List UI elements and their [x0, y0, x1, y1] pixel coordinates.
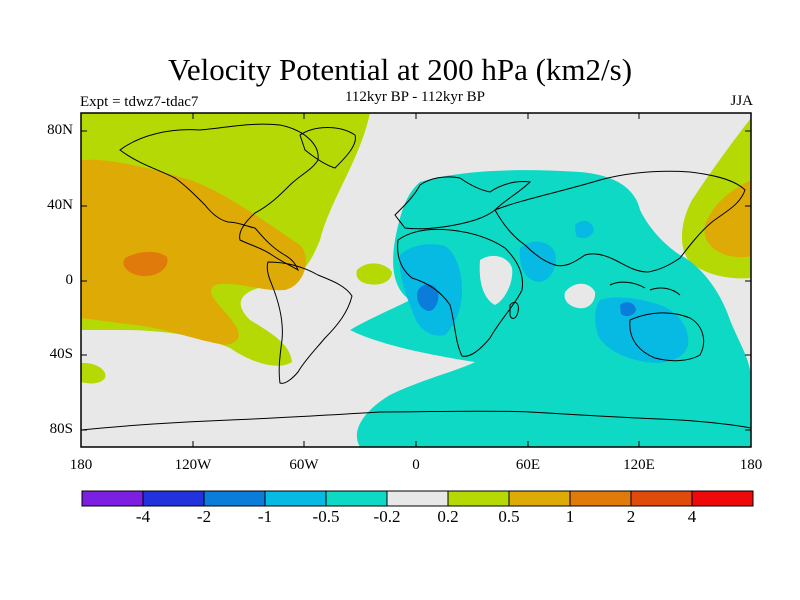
axis-ticks [80, 113, 752, 447]
colorbar-label: 1 [565, 507, 575, 526]
contour-neg-low-main [350, 170, 751, 447]
lon-label-120w: 120W [174, 457, 212, 473]
experiment-label: Expt = tdwz7-tdac7 [80, 94, 199, 110]
colorbar-swatch [447, 490, 510, 507]
map-title: Velocity Potential at 200 hPa (km2/s) [167, 52, 633, 87]
contour-neg-high-africa [417, 284, 439, 312]
colorbar-swatch [203, 490, 266, 507]
lat-label-40s: 40S [49, 346, 73, 362]
contour-neutral-hole-africa [479, 255, 513, 305]
colorbar-label: -1 [257, 507, 273, 526]
lat-label-40n: 40N [47, 197, 73, 213]
contour-neg-mid-india [519, 241, 556, 282]
colorbar-swatch [630, 490, 693, 507]
contour-neutral-hole-indian [564, 283, 596, 309]
colorbar-swatch [386, 490, 449, 507]
map-subtitle: 112kyr BP - 112kyr BP [344, 89, 485, 105]
colorbar-swatch [691, 490, 754, 507]
colorbar-label: -2 [196, 507, 212, 526]
colorbar-swatch [81, 490, 144, 507]
colorbar-swatch [325, 490, 388, 507]
velocity-potential-field [81, 113, 751, 447]
colorbar-label: 0.5 [498, 507, 520, 526]
lat-label-0: 0 [65, 272, 74, 288]
coastlines [81, 123, 751, 431]
colorbar-swatch [264, 490, 327, 507]
lon-label-60w: 60W [289, 457, 319, 473]
colorbar-swatch [569, 490, 632, 507]
lon-label-180e: 180 [739, 457, 763, 473]
colorbar [81, 490, 754, 507]
lon-label-120e: 120E [623, 457, 655, 473]
season-label: JJA [730, 93, 753, 109]
colorbar-swatch [142, 490, 205, 507]
colorbar-label: -0.5 [312, 507, 340, 526]
contour-neg-high-indonesia [620, 302, 636, 317]
lon-label-60e: 60E [515, 457, 541, 473]
lat-label-80s: 80S [49, 421, 73, 437]
colorbar-swatch [508, 490, 571, 507]
lat-label-80n: 80N [47, 122, 73, 138]
lon-label-0: 0 [412, 457, 420, 473]
contour-neg-mid-indonesia [595, 297, 689, 363]
colorbar-label: -4 [135, 507, 151, 526]
contour-pos-high-pacific [123, 251, 168, 277]
colorbar-label: 0.2 [437, 507, 459, 526]
contour-pos-low-sea [81, 362, 106, 384]
contour-pos-mid-east [704, 180, 751, 258]
lon-label-180w: 180 [69, 457, 93, 473]
contour-pos-low-atlantic [356, 263, 392, 285]
contour-neg-mid-arabia [575, 220, 594, 238]
colorbar-label: 4 [687, 507, 697, 526]
colorbar-label: -0.2 [373, 507, 401, 526]
colorbar-label: 2 [626, 507, 636, 526]
contour-pos-mid-pacific [81, 159, 306, 345]
